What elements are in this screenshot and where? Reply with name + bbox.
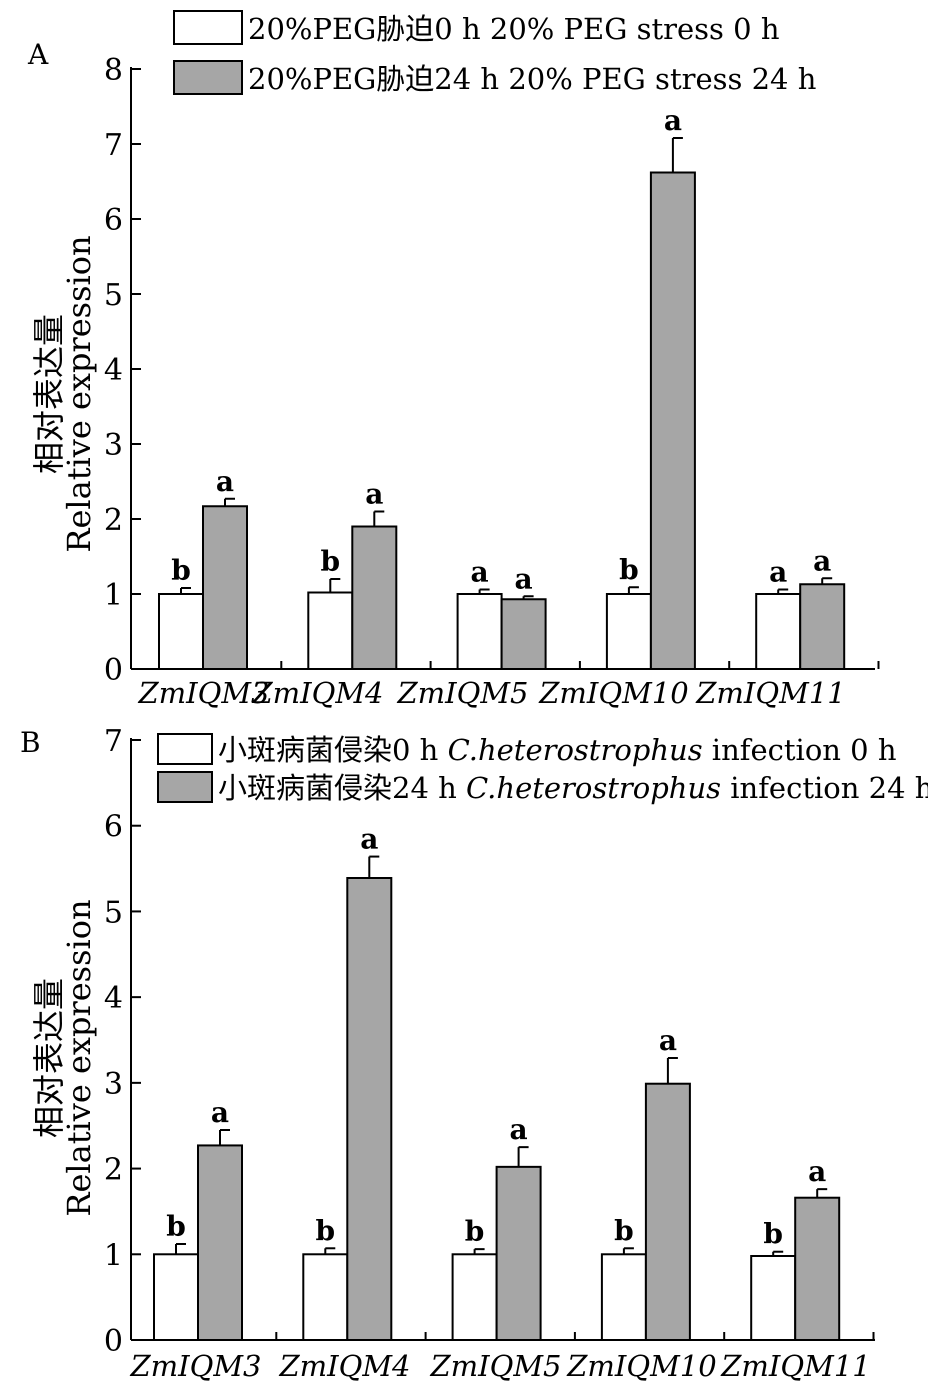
panel-b-significance-letter: b	[614, 1214, 634, 1247]
panel-b-label: B	[20, 726, 41, 759]
panel-b-y-label-cn: 相对表达量	[30, 978, 68, 1138]
panel-b-category-label: ZmIQM10	[566, 1349, 716, 1383]
panel-a-bar	[755, 593, 802, 670]
panel-a-significance-letter: a	[365, 478, 383, 511]
panel-b-y-axis-label: 相对表达量 Relative expression	[30, 899, 98, 1216]
panel-a-bar	[649, 171, 696, 670]
panel-b-bar	[302, 1253, 349, 1342]
panel-b-category-label: ZmIQM4	[278, 1349, 410, 1383]
legend-label-b-0h-en: infection 0 h	[703, 733, 897, 767]
panel-a-y-tick-label: 3	[104, 428, 123, 463]
panel-a-legend: 20%PEG胁迫0 h 20% PEG stress 0 h 20%PEG胁迫2…	[173, 10, 816, 96]
panel-b-y-tick-label: 4	[104, 981, 123, 1016]
panel-b-significance-letter: a	[659, 1024, 677, 1057]
panel-a-category-label: ZmIQM10	[538, 676, 688, 710]
panel-b-bar	[794, 1196, 841, 1341]
panel-b-significance-letter: a	[808, 1155, 826, 1188]
panel-a-bar	[456, 593, 503, 670]
panel-b-significance-letter: b	[166, 1210, 186, 1243]
legend-swatch-a-24h	[173, 60, 243, 95]
legend-label-b-0h-cn: 小斑病菌侵染0 h	[218, 733, 448, 767]
panel-b-bar	[750, 1255, 797, 1341]
panel-a-significance-letter: a	[813, 544, 831, 577]
panel-a-bar	[500, 598, 547, 670]
legend-swatch-b-0h	[157, 733, 213, 765]
panel-a: A 相对表达量 Relative expression 20%PEG胁迫0 h …	[27, 10, 880, 710]
panel-a-bar	[799, 583, 846, 670]
panel-b-category-label: ZmIQM11	[720, 1349, 870, 1383]
panel-b-bar	[346, 877, 393, 1341]
legend-label-b-0h: 小斑病菌侵染0 h C.heterostrophus infection 0 h	[218, 733, 897, 767]
panel-a-significance-letter: a	[769, 556, 787, 589]
panel-b-bar	[153, 1253, 199, 1342]
legend-label-b-24h: 小斑病菌侵染24 h C.heterostrophus infection 24…	[218, 771, 928, 805]
panel-b-plot: 01234567baZmIQM3baZmIQM4baZmIQM5baZmIQM1…	[104, 724, 875, 1383]
panel-a-y-tick-label: 1	[104, 578, 123, 613]
panel-a-category-label: ZmIQM3	[137, 676, 269, 710]
panel-a-bar	[158, 593, 204, 670]
panel-b-bar	[197, 1144, 243, 1342]
panel-a-y-tick-label: 0	[104, 653, 123, 688]
panel-a-y-tick-label: 7	[104, 128, 123, 163]
panel-b-y-tick-label: 6	[104, 810, 123, 845]
panel-a-y-label-en: Relative expression	[60, 235, 98, 552]
panel-a-y-tick-label: 2	[104, 503, 123, 538]
panel-b-bar	[644, 1082, 691, 1341]
panel-a-bar	[605, 593, 652, 670]
panel-b-significance-letter: a	[510, 1113, 528, 1146]
legend-label-b-0h-species: C.heterostrophus	[448, 733, 703, 767]
panel-a-significance-letter: b	[171, 554, 191, 587]
panel-b-legend: 小斑病菌侵染0 h C.heterostrophus infection 0 h…	[157, 733, 928, 805]
panel-b-y-tick-label: 5	[104, 895, 123, 930]
panel-b-significance-letter: a	[360, 823, 378, 856]
panel-a-significance-letter: a	[515, 562, 533, 595]
panel-b-significance-letter: b	[763, 1218, 783, 1251]
legend-label-b-24h-en: infection 24 h	[721, 771, 928, 805]
panel-b-y-tick-label: 0	[104, 1324, 123, 1359]
panel-b-bar	[600, 1253, 647, 1342]
panel-b-significance-letter: b	[316, 1214, 336, 1247]
panel-b-y-tick-label: 1	[104, 1238, 123, 1273]
legend-label-b-24h-cn: 小斑病菌侵染24 h	[218, 771, 466, 805]
panel-b-category-label: ZmIQM3	[129, 1349, 261, 1383]
panel-a-category-label: ZmIQM4	[251, 676, 383, 710]
panel-a-significance-letter: a	[471, 556, 489, 589]
panel-a-bar	[351, 525, 398, 670]
legend-label-a-0h: 20%PEG胁迫0 h 20% PEG stress 0 h	[248, 12, 780, 46]
panel-a-y-tick-label: 8	[104, 53, 123, 88]
panel-a-y-tick-label: 6	[104, 203, 123, 238]
panel-b: B 相对表达量 Relative expression 小斑病菌侵染0 h C.…	[20, 724, 928, 1383]
panel-a-significance-letter: b	[619, 553, 639, 586]
panel-a-y-tick-label: 4	[104, 353, 123, 388]
panel-b-y-tick-label: 2	[104, 1153, 123, 1188]
panel-a-significance-letter: a	[216, 465, 234, 498]
panel-b-bar	[451, 1253, 498, 1342]
panel-a-category-label: ZmIQM5	[396, 676, 528, 710]
legend-label-b-24h-species: C.heterostrophus	[466, 771, 721, 805]
panel-b-y-tick-label: 7	[104, 724, 123, 759]
panel-a-label: A	[27, 38, 49, 71]
legend-swatch-a-0h	[173, 10, 243, 45]
panel-a-y-label-cn: 相对表达量	[30, 314, 68, 474]
panel-a-bar	[202, 505, 248, 670]
panel-b-bar	[495, 1165, 542, 1342]
panel-a-y-axis-label: 相对表达量 Relative expression	[30, 235, 98, 552]
panel-b-significance-letter: a	[211, 1096, 229, 1129]
legend-label-a-24h: 20%PEG胁迫24 h 20% PEG stress 24 h	[248, 62, 816, 96]
panel-a-y-tick-label: 5	[104, 278, 123, 313]
panel-b-category-label: ZmIQM5	[429, 1349, 561, 1383]
panel-b-significance-letter: b	[465, 1215, 485, 1248]
panel-a-category-label: ZmIQM11	[695, 676, 845, 710]
panel-a-bar	[307, 591, 354, 670]
panel-b-y-label-en: Relative expression	[60, 899, 98, 1216]
panel-b-y-tick-label: 3	[104, 1067, 123, 1102]
panel-a-significance-letter: a	[664, 104, 682, 137]
legend-swatch-b-24h	[157, 771, 213, 803]
panel-a-significance-letter: b	[321, 545, 341, 578]
